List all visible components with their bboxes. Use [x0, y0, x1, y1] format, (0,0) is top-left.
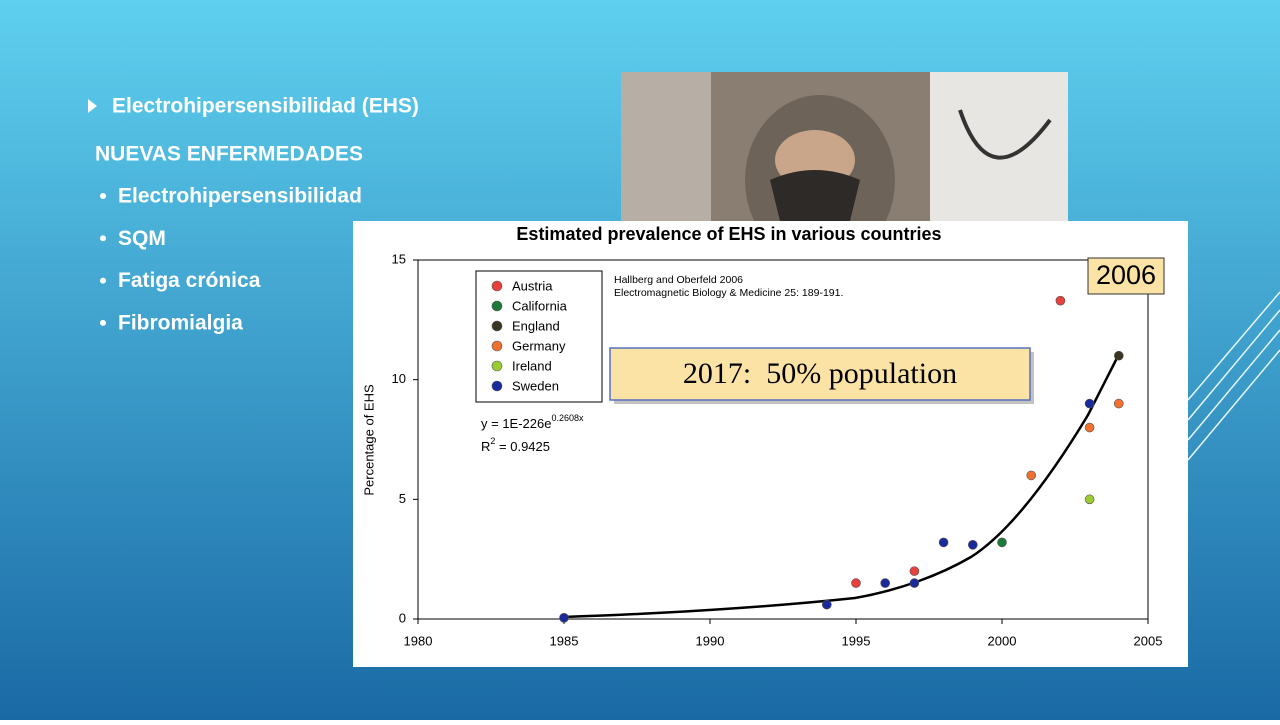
badge: 2006	[1096, 260, 1156, 290]
legend-label: Germany	[512, 338, 566, 353]
point	[967, 540, 978, 550]
title-arrow	[88, 99, 97, 113]
plot-frame	[417, 259, 1149, 620]
x-tick-label: 1995	[842, 633, 871, 648]
trend-line	[562, 357, 1119, 619]
legend-label: California	[512, 298, 568, 313]
point	[880, 578, 891, 588]
legend-swatch	[491, 360, 503, 372]
plot: 0 5 10 15 1980 1985 1990 1995 2000 2005 Austria Cal…	[392, 251, 1163, 648]
point	[1084, 398, 1095, 409]
point	[997, 537, 1007, 548]
x-tick-label: 1990	[696, 633, 725, 648]
point	[1026, 470, 1036, 481]
legend-swatch	[491, 280, 503, 292]
legend-label: Ireland	[512, 358, 552, 373]
x-tick-label: 1985	[550, 633, 579, 648]
bullet-text: SQM	[118, 227, 166, 250]
slide-heading: NUEVAS ENFERMEDADES	[95, 143, 363, 166]
callout: 2017: 50% population	[683, 357, 957, 390]
point	[1055, 295, 1066, 306]
point	[851, 578, 861, 588]
y-axis-label: Percentage of EHS	[361, 384, 376, 496]
chart-title: Estimated prevalence of EHS in various c…	[516, 224, 941, 244]
bullet-dot	[100, 319, 106, 326]
bullet-dot	[100, 235, 106, 242]
point	[938, 537, 949, 548]
point	[559, 613, 569, 623]
legend-swatch	[491, 340, 503, 352]
legend-swatch	[491, 380, 503, 392]
point	[1114, 350, 1124, 361]
y-tick-label: 10	[392, 371, 406, 386]
legend-swatch	[491, 300, 503, 312]
point	[1084, 494, 1095, 505]
legend-label: Austria	[512, 278, 553, 293]
y-tick-label: 5	[399, 491, 406, 506]
bullet-text: Fatiga crónica	[118, 269, 261, 292]
citation: Hallberg and Oberfeld 2006	[614, 274, 743, 286]
callout-box	[609, 347, 1031, 401]
decor-lines	[1187, 291, 1280, 461]
legend-swatch	[491, 320, 503, 332]
x-tick-label: 2005	[1134, 633, 1163, 648]
y-tick-label: 15	[392, 251, 406, 266]
r-squared: R2 = 0.9425	[481, 436, 550, 454]
bullet-text: Electrohipersensibilidad	[118, 185, 362, 208]
bullet-dot	[100, 277, 106, 284]
point	[1114, 398, 1124, 409]
legend-label: England	[512, 318, 560, 333]
badge-box	[1087, 257, 1165, 295]
point	[909, 566, 920, 576]
point	[909, 578, 920, 588]
y-tick-label: 0	[399, 610, 406, 625]
bullet-text: Fibromialgia	[118, 311, 243, 334]
x-tick-label: 1980	[404, 633, 433, 648]
legend-box	[475, 270, 603, 403]
bullets: Electrohipersensibilidad SQM Fatiga crónic…	[100, 185, 362, 334]
citation: Electromagnetic Biology & Medicine 25: 1…	[614, 287, 843, 299]
point	[821, 599, 832, 610]
slide-title: Electrohipersensibilidad (EHS)	[112, 95, 419, 118]
equation: y = 1E-226e0.2608x	[481, 413, 584, 431]
bullet-dot	[100, 193, 106, 199]
x-tick-label: 2000	[988, 633, 1017, 648]
legend-label: Sweden	[512, 378, 559, 393]
point	[1084, 422, 1095, 433]
